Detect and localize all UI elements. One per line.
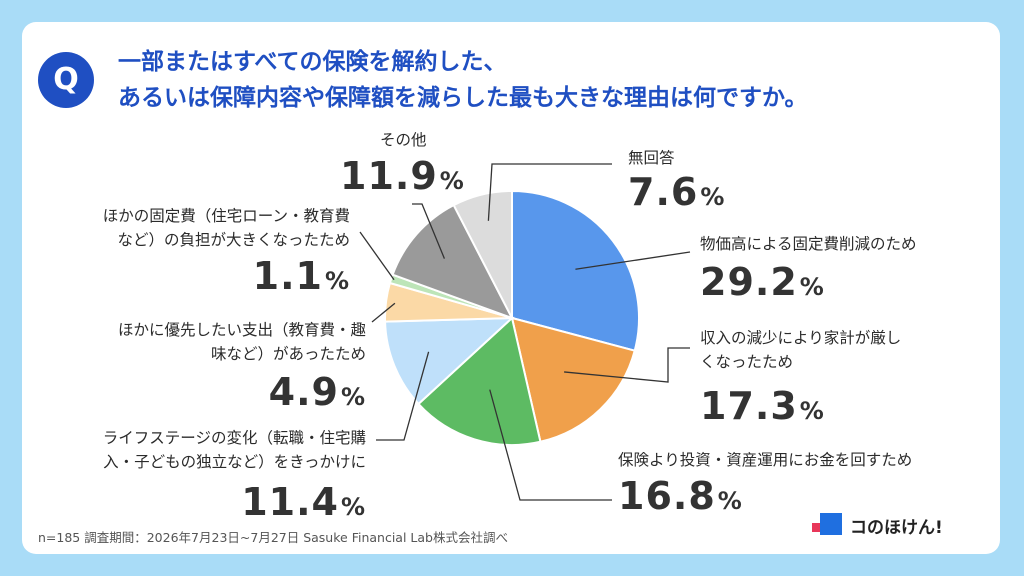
slice-percent-1: 17.3%: [700, 384, 825, 428]
footnote: n=185 調査期間：2026年7月23日~7月27日 Sasuke Finan…: [38, 530, 508, 545]
leader-line-3: [376, 351, 430, 441]
pie-slice-0: [511, 189, 640, 352]
title-line-1: 一部またはすべての保険を解約した、: [118, 49, 507, 75]
leader-line-2: [489, 389, 612, 501]
leader-line-4: [371, 302, 396, 323]
pie-slice-1: [510, 316, 636, 443]
leader-line-6: [412, 203, 446, 259]
pie-slice-2: [417, 316, 542, 446]
logo-mark-icon: [812, 513, 842, 537]
slice-percent-6: 11.9%: [340, 154, 465, 198]
leader-line-1: [564, 347, 690, 383]
pie-slice-3: [384, 316, 515, 406]
page-title: 一部またはすべての保険を解約した、 あるいは保障内容や保障額を減らした最も大きな…: [118, 44, 958, 116]
pie-slice-7: [452, 189, 513, 319]
slice-label-3: ライフステージの変化（転職・住宅購 入・子どもの独立など）をきっかけに: [102, 429, 366, 471]
brand-logo: コのほけん!: [812, 510, 943, 540]
slice-label-5: ほかの固定費（住宅ローン・教育費 など）の負担が大きくなったため: [102, 207, 350, 249]
logo-text: コのほけん!: [850, 517, 943, 538]
slice-percent-4: 4.9%: [268, 370, 366, 414]
slice-label-2: 保険より投資・資産運用にお金を回すため: [618, 451, 913, 469]
slice-percent-0: 29.2%: [700, 260, 825, 304]
slice-percent-5: 1.1%: [252, 254, 350, 298]
slice-percent-3: 11.4%: [241, 480, 366, 524]
leader-line-0: [575, 251, 691, 270]
question-badge: Q: [38, 52, 94, 108]
slice-percent-2: 16.8%: [618, 474, 743, 518]
slice-label-1: 収入の減少により家計が厳し くなったため: [700, 329, 902, 371]
slice-label-0: 物価高による固定費削減のため: [700, 235, 917, 253]
leader-line-7: [487, 163, 612, 221]
slice-label-6: その他: [380, 131, 427, 149]
leader-line-5: [359, 231, 395, 281]
slice-percent-7: 7.6%: [628, 170, 726, 214]
slice-label-4: ほかに優先したい支出（教育費・趣 味など）があったため: [117, 321, 366, 363]
slice-label-7: 無回答: [628, 149, 675, 167]
title-line-2: あるいは保障内容や保障額を減らした最も大きな理由は何ですか。: [118, 85, 808, 111]
pie-slice-6: [391, 203, 515, 320]
